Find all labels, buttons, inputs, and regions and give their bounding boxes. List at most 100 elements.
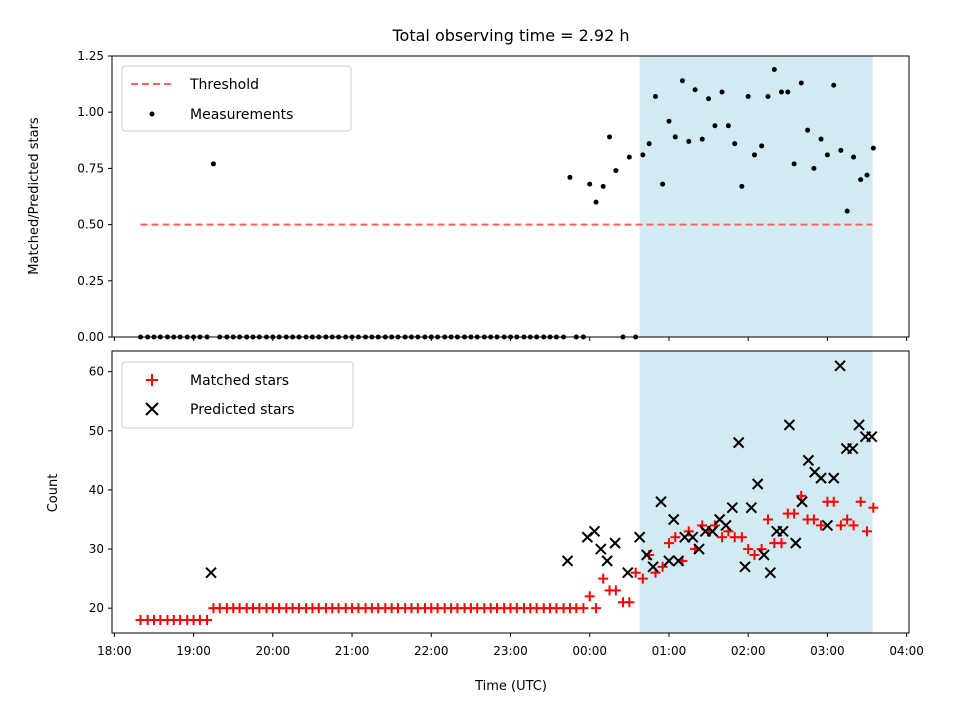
- matched-star-point: [789, 508, 800, 519]
- predicted-star-point: [777, 525, 789, 538]
- x-axis-label: Time (UTC): [474, 679, 547, 694]
- measurement-point: [811, 165, 817, 171]
- measurement-point: [626, 154, 632, 160]
- predicted-star-point: [693, 543, 705, 555]
- matched-star-point: [842, 514, 853, 525]
- matched-star-point: [743, 544, 754, 555]
- measurement-point: [613, 168, 619, 174]
- ratio-panel: 0.00 0.25 0.50 0.75 1.00 1.25 Matched/Predict…: [27, 49, 910, 344]
- y-tick-label: 50: [89, 424, 104, 438]
- y-tick-label: 0.00: [77, 330, 104, 344]
- predicted-star-point: [655, 496, 667, 508]
- matched-star-point: [862, 526, 873, 537]
- predicted-star-point: [758, 549, 770, 561]
- x-tick-label: 03:00: [810, 644, 845, 658]
- matched-star-point: [637, 573, 648, 584]
- matched-star-point: [736, 532, 747, 543]
- measurement-point: [652, 93, 658, 99]
- measurement-point: [771, 66, 777, 72]
- matched-star-point: [828, 496, 839, 507]
- measurement-point: [600, 183, 606, 189]
- predicted-star-point: [647, 561, 659, 573]
- measurement-point: [858, 177, 864, 183]
- measurement-point: [587, 181, 593, 187]
- matched-star-point: [776, 538, 787, 549]
- matched-star-point: [202, 614, 213, 625]
- measurement-point: [666, 118, 672, 124]
- measurement-point: [699, 136, 705, 142]
- predicted-star-point: [764, 566, 777, 579]
- measurement-point: [672, 134, 678, 140]
- count-panel-x-ticks: 18:00 19:00 20:00 21:00 22:00 23:00 00:00 01:00…: [97, 633, 924, 658]
- predicted-star-point: [739, 561, 751, 573]
- legend-box: [121, 65, 352, 132]
- chart-title: Total observing time = 2.92 h: [391, 26, 629, 45]
- measurement-point: [831, 82, 837, 88]
- x-tick-label: 21:00: [335, 644, 370, 658]
- predicted-star-point: [834, 360, 846, 372]
- measurement-point: [870, 145, 876, 151]
- measurement-point: [607, 134, 613, 140]
- ratio-panel-y-label: Matched/Predicted stars: [27, 117, 42, 275]
- measurement-point: [785, 89, 791, 95]
- predicted-star-point: [796, 496, 808, 508]
- predicted-star-point: [783, 419, 796, 431]
- legend-matched-label: Matched stars: [190, 373, 289, 389]
- predicted-star-point: [847, 442, 859, 455]
- observing-window-shade-top: [639, 56, 873, 337]
- predicted-star-point: [828, 472, 840, 484]
- ratio-panel-y-ticks: 0.00 0.25 0.50 0.75 1.00 1.25: [77, 49, 112, 344]
- x-tick-label: 18:00: [97, 644, 132, 658]
- x-tick-label: 00:00: [572, 644, 607, 658]
- predicted-star-point: [641, 549, 653, 561]
- matched-star-point: [578, 603, 589, 614]
- predicted-star-point: [821, 519, 834, 532]
- matched-star-point: [808, 514, 819, 525]
- measurement-point: [752, 152, 758, 158]
- y-tick-label: 0.75: [77, 161, 104, 175]
- predicted-star-point: [706, 525, 719, 538]
- matched-stars-points: [135, 490, 879, 625]
- measurement-point: [798, 80, 804, 86]
- measurement-points: [138, 66, 876, 340]
- predicted-star-point: [205, 566, 217, 579]
- legend-threshold-label: Threshold: [189, 77, 259, 93]
- measurement-point: [739, 183, 745, 189]
- matched-star-point: [816, 520, 827, 531]
- predicted-star-point: [687, 531, 699, 543]
- matched-star-point: [657, 561, 668, 572]
- predicted-star-point: [672, 555, 685, 567]
- measurement-point: [640, 152, 646, 158]
- matched-star-point: [670, 532, 681, 543]
- predicted-star-point: [802, 454, 815, 467]
- observing-window-shade-bottom: [639, 351, 873, 633]
- predicted-star-point: [633, 531, 646, 543]
- x-tick-label: 02:00: [731, 644, 766, 658]
- measurement-point: [692, 87, 698, 93]
- measurement-point: [593, 199, 599, 205]
- measurement-point: [732, 141, 738, 147]
- ratio-panel-x-ticks: [113, 337, 908, 341]
- measurement-point: [646, 141, 652, 147]
- measurement-point: [706, 96, 712, 102]
- y-tick-label: 60: [89, 365, 104, 379]
- measurement-point: [660, 181, 666, 187]
- measurement-point: [778, 89, 784, 95]
- matched-star-point: [749, 549, 760, 560]
- predicted-star-point: [853, 419, 865, 431]
- y-tick-label: 1.25: [77, 49, 104, 63]
- measurement-point: [851, 154, 857, 160]
- predicted-star-point: [663, 555, 675, 567]
- matched-star-point: [630, 567, 641, 578]
- predicted-star-point: [745, 501, 758, 514]
- matched-star-point: [868, 502, 879, 513]
- measurement-point: [679, 78, 685, 84]
- measurement-point: [210, 161, 216, 167]
- y-tick-label: 0.25: [77, 274, 104, 288]
- predicted-star-point: [595, 543, 607, 555]
- measurement-point: [725, 123, 731, 129]
- matched-star-point: [591, 603, 602, 614]
- predicted-star-point: [751, 478, 764, 490]
- predicted-star-point: [609, 537, 621, 549]
